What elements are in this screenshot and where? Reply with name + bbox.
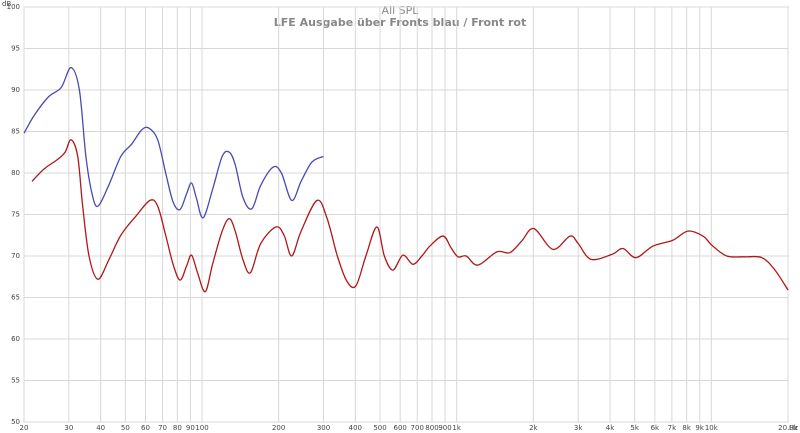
- y-tick-label: 65: [11, 294, 20, 302]
- x-tick-label: 700: [411, 424, 424, 432]
- y-tick-label: 75: [11, 211, 20, 219]
- x-tick-label: 7k: [668, 424, 677, 432]
- x-tick-label: 9k: [695, 424, 704, 432]
- y-tick-label: 85: [11, 128, 20, 136]
- x-axis-label: Hz: [789, 424, 798, 432]
- x-tick-label: 80: [173, 424, 182, 432]
- series-line: [31, 139, 789, 293]
- x-tick-label: 5k: [630, 424, 639, 432]
- x-tick-label: 3k: [574, 424, 583, 432]
- y-tick-label: 55: [11, 377, 20, 385]
- x-tick-label: 10k: [705, 424, 719, 432]
- x-tick-label: 40: [96, 424, 105, 432]
- y-axis-label: dB: [2, 0, 11, 8]
- x-tick-label: 2k: [529, 424, 538, 432]
- y-tick-label: 90: [11, 86, 20, 94]
- x-tick-label: 90: [186, 424, 195, 432]
- x-tick-label: 900: [438, 424, 451, 432]
- x-tick-label: 20.0k: [778, 424, 799, 432]
- series-line: [23, 66, 324, 219]
- x-tick-label: 6k: [651, 424, 660, 432]
- x-tick-label: 60: [141, 424, 150, 432]
- y-tick-label: 70: [11, 252, 20, 260]
- x-tick-label: 600: [393, 424, 406, 432]
- x-tick-label: 400: [349, 424, 362, 432]
- y-tick-label: 50: [11, 418, 20, 426]
- x-tick-label: 500: [373, 424, 386, 432]
- x-tick-label: 8k: [682, 424, 691, 432]
- x-tick-label: 100: [195, 424, 208, 432]
- y-tick-label: 100: [7, 3, 20, 11]
- x-tick-label: 300: [317, 424, 330, 432]
- y-tick-label: 60: [11, 335, 20, 343]
- y-tick-label: 80: [11, 169, 20, 177]
- x-tick-label: 70: [158, 424, 167, 432]
- x-tick-label: 1k: [452, 424, 461, 432]
- x-tick-label: 800: [425, 424, 438, 432]
- x-tick-label: 20: [20, 424, 29, 432]
- x-tick-label: 4k: [606, 424, 615, 432]
- x-tick-label: 200: [272, 424, 285, 432]
- x-tick-label: 50: [121, 424, 130, 432]
- x-tick-label: 30: [64, 424, 73, 432]
- y-tick-label: 95: [11, 45, 20, 53]
